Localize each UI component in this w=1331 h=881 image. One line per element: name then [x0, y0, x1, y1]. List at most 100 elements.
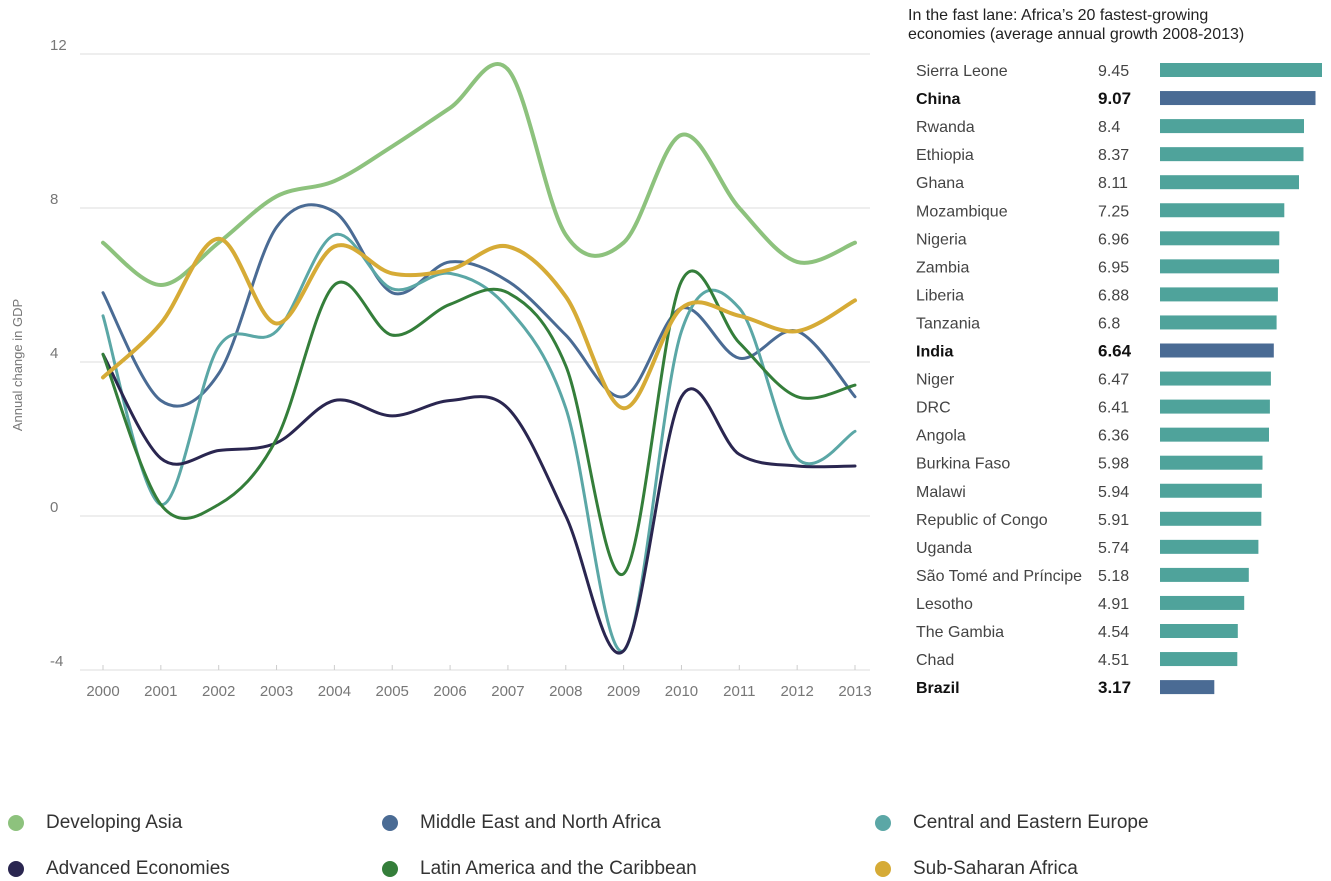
series-line-sub-saharan-africa: [101, 236, 857, 411]
bar-category-label: Angola: [916, 428, 966, 445]
bar-category-label: Malawi: [916, 484, 966, 501]
bar-value-label: 6.96: [1098, 231, 1129, 248]
series-lines: [101, 62, 857, 655]
x-tick-label: 2009: [607, 683, 640, 700]
bar-value-label: 3.17: [1098, 678, 1131, 697]
y-axis-label: Annual change in GDP: [10, 299, 25, 431]
legend-label: Latin America and the Caribbean: [420, 858, 697, 879]
legend-label: Middle East and North Africa: [420, 812, 661, 833]
bar-category-label: Ethiopia: [916, 147, 974, 164]
line-chart: 12 8 4 0 -4 2000 2001 2002 2003 2004 2005 2006 2007…: [10, 37, 872, 700]
x-tick-label: 2006: [433, 683, 466, 700]
bar-category-label: Brazil: [916, 680, 960, 697]
bar-category-label: Mozambique: [916, 203, 1008, 220]
legend-item-central-eastern-europe: Central and Eastern Europe: [875, 812, 1149, 834]
legend-swatch: [875, 815, 891, 831]
x-tick-label: 2000: [86, 683, 119, 700]
bar-value-label: 4.91: [1098, 596, 1129, 613]
bar: [1160, 175, 1299, 190]
bar-value-label: 4.51: [1098, 652, 1129, 669]
bar-category-label: Lesotho: [916, 596, 973, 613]
bar-chart-title-line: economies (average annual growth 2008-20…: [908, 26, 1245, 43]
legend-item-latin-america-caribbean: Latin America and the Caribbean: [382, 858, 697, 880]
x-tick-label: 2008: [549, 683, 582, 700]
legend-swatch: [8, 861, 24, 877]
bar: [1160, 399, 1270, 414]
bar-value-label: 6.47: [1098, 372, 1129, 389]
bar-category-label: Sierra Leone: [916, 63, 1008, 80]
bar: [1160, 455, 1263, 470]
bar: [1160, 483, 1262, 498]
series-line-central-and-eastern-europe: [101, 233, 857, 653]
x-tick-label: 2012: [780, 683, 813, 700]
bar: [1160, 203, 1285, 218]
bar-value-label: 6.88: [1098, 287, 1129, 304]
bar: [1160, 652, 1238, 667]
bar-category-label: Nigeria: [916, 231, 967, 248]
legend-label: Sub-Saharan Africa: [913, 858, 1078, 879]
series-line-latin-america-and-the-caribbean: [101, 269, 857, 576]
legend-swatch: [875, 861, 891, 877]
bar: [1160, 427, 1269, 442]
bar-chart: Sierra Leone 9.45 China 9.07 Rwanda 8.4 Ethiop…: [916, 63, 1322, 697]
x-tick-label: 2005: [376, 683, 409, 700]
bar-value-label: 8.4: [1098, 119, 1120, 136]
bar-value-label: 5.94: [1098, 484, 1129, 501]
bar-category-label: Republic of Congo: [916, 512, 1048, 529]
legend: Developing Asia Middle East and North Af…: [0, 800, 1331, 881]
bar-category-label: The Gambia: [916, 624, 1004, 641]
legend-label: Advanced Economies: [46, 858, 230, 879]
legend-item-middle-east-north-africa: Middle East and North Africa: [382, 812, 661, 834]
bar-category-label: Rwanda: [916, 119, 975, 136]
bar-category-label: Zambia: [916, 259, 969, 276]
x-tick-label: 2011: [723, 683, 755, 700]
y-tick-label: 0: [50, 499, 58, 516]
legend-label: Developing Asia: [46, 812, 183, 833]
bar-category-label: Ghana: [916, 175, 964, 192]
bar-category-label: China: [916, 91, 961, 108]
legend-item-advanced-economies: Advanced Economies: [8, 858, 230, 880]
bar-category-label: Tanzania: [916, 315, 980, 332]
series-line-advanced-economies: [101, 352, 857, 655]
bar-value-label: 4.54: [1098, 624, 1129, 641]
bar: [1160, 371, 1271, 386]
bar: [1160, 63, 1322, 77]
bar-category-label: Liberia: [916, 287, 964, 304]
x-tick-label: 2010: [665, 683, 698, 700]
bar-category-label: São Tomé and Príncipe: [916, 568, 1082, 585]
gridlines: [80, 53, 870, 671]
bar-value-label: 5.18: [1098, 568, 1129, 585]
x-tick-label: 2013: [838, 683, 871, 700]
bar-value-label: 5.98: [1098, 456, 1129, 473]
bar: [1160, 119, 1304, 134]
bar-category-label: Burkina Faso: [916, 456, 1010, 473]
bar-category-label: Chad: [916, 652, 954, 669]
series-line-developing-asia: [101, 62, 857, 287]
bar-value-label: 6.8: [1098, 315, 1120, 332]
bar-category-label: India: [916, 344, 953, 361]
bar: [1160, 567, 1249, 582]
series-line-middle-east-and-north-africa: [101, 203, 857, 408]
bar-value-label: 7.25: [1098, 203, 1129, 220]
legend-swatch: [382, 815, 398, 831]
bar-value-label: 9.07: [1098, 89, 1131, 108]
legend-swatch: [382, 861, 398, 877]
bar-value-label: 9.45: [1098, 63, 1129, 80]
fastest-growing-panel: In the fast lane: Africa’s 20 fastest-gr…: [908, 6, 1326, 706]
bar: [1160, 315, 1277, 330]
x-tick-label: 2003: [260, 683, 293, 700]
y-tick-label: 8: [50, 191, 58, 208]
bar-chart-title-line: In the fast lane: Africa’s 20 fastest-gr…: [908, 7, 1209, 24]
bar-chart-title: In the fast lane: Africa’s 20 fastest-gr…: [908, 6, 1326, 44]
bar: [1160, 511, 1262, 526]
bar-category-label: Niger: [916, 372, 955, 389]
bar-value-label: 5.74: [1098, 540, 1129, 557]
bar-value-label: 6.41: [1098, 400, 1129, 417]
bar-value-label: 6.95: [1098, 259, 1129, 276]
bar: [1160, 595, 1245, 610]
y-tick-label: 12: [50, 37, 67, 54]
legend-label: Central and Eastern Europe: [913, 812, 1149, 833]
y-tick-label: 4: [50, 345, 58, 362]
legend-item-sub-saharan-africa: Sub-Saharan Africa: [875, 858, 1078, 880]
bar-value-label: 5.91: [1098, 512, 1129, 529]
